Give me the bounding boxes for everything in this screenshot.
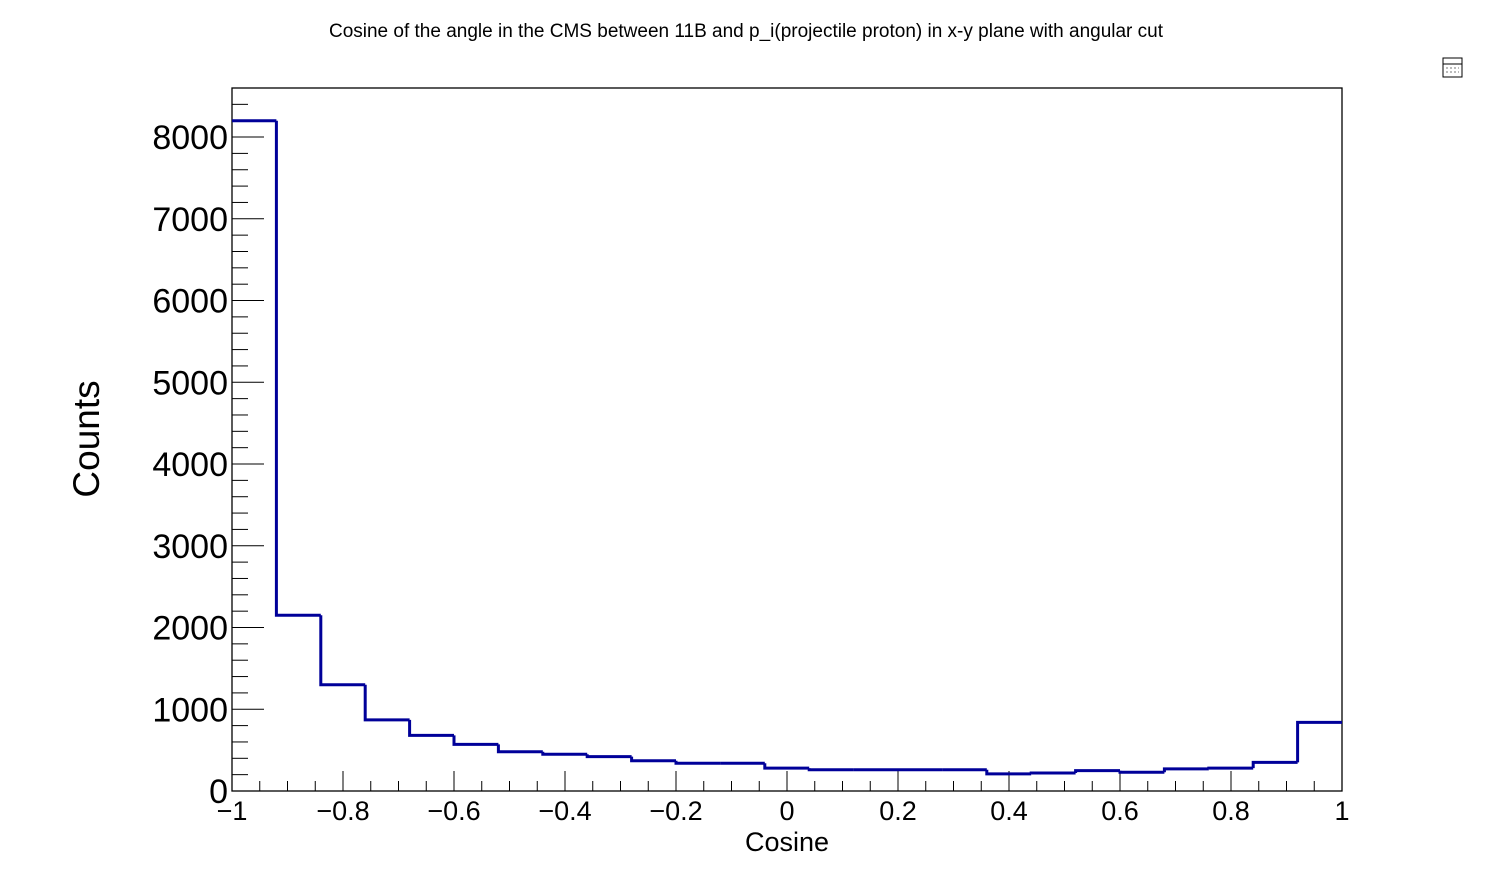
histogram-bin [319,615,366,687]
chart-title: Cosine of the angle in the CMS between 1… [329,21,1164,42]
x-tick-labels: −1 −0.8 −0.6 −0.4 −0.2 0 0.2 0.4 0.6 0.8 1 [217,796,1350,826]
histogram-bin [541,751,588,756]
y-tick-label: 1000 [152,691,228,729]
histogram-bin [1118,770,1165,774]
histogram-bin [496,744,543,754]
y-tick-labels: 0 1000 2000 3000 4000 5000 6000 7000 8000 [152,119,228,811]
x-tick-label: 1 [1334,796,1349,826]
y-tick-label: 7000 [152,201,228,239]
histogram-bin [1207,766,1254,770]
x-tick-label: 0.2 [879,796,917,826]
y-tick-label: 6000 [152,283,228,321]
histogram-bin [763,763,810,770]
histogram-bin [630,756,676,763]
y-tick-label: 8000 [152,119,228,157]
histogram-bin [585,754,632,759]
histogram-bin [452,735,499,746]
x-tick-label: 0 [779,796,794,826]
y-axis-label: Counts [66,380,107,497]
x-tick-label: −0.6 [427,796,480,826]
x-axis-label: Cosine [745,827,829,857]
histogram-bin [1251,760,1298,769]
y-tick-label: 4000 [152,446,228,484]
histogram-bin [985,769,1032,776]
histogram-bin [674,760,721,765]
histogram-bins [232,119,1342,776]
histogram-bin [1029,771,1076,775]
y-tick-label: 5000 [152,364,228,402]
histogram-bin [1074,769,1120,774]
y-tick-label: 3000 [152,528,228,566]
x-tick-label: −1 [217,796,248,826]
histogram-bin [274,120,321,617]
histogram-bin [807,768,854,772]
x-tick-marks [231,771,1343,791]
histogram-bin [1296,720,1342,763]
y-tick-marks [232,87,264,792]
histogram-bin [1162,767,1209,773]
histogram-bin [363,684,410,722]
x-tick-label: 0.6 [1101,796,1139,826]
histogram-bin [408,719,454,737]
y-tick-label: 0 [209,773,228,811]
x-tick-label: −0.4 [538,796,591,826]
plot-frame [231,87,1343,792]
y-tick-label: 2000 [152,610,228,648]
x-tick-label: 0.4 [990,796,1028,826]
x-tick-label: −0.2 [649,796,702,826]
canvas-menu-icon[interactable] [1442,57,1463,78]
x-tick-label: 0.8 [1212,796,1250,826]
x-tick-label: −0.8 [316,796,369,826]
